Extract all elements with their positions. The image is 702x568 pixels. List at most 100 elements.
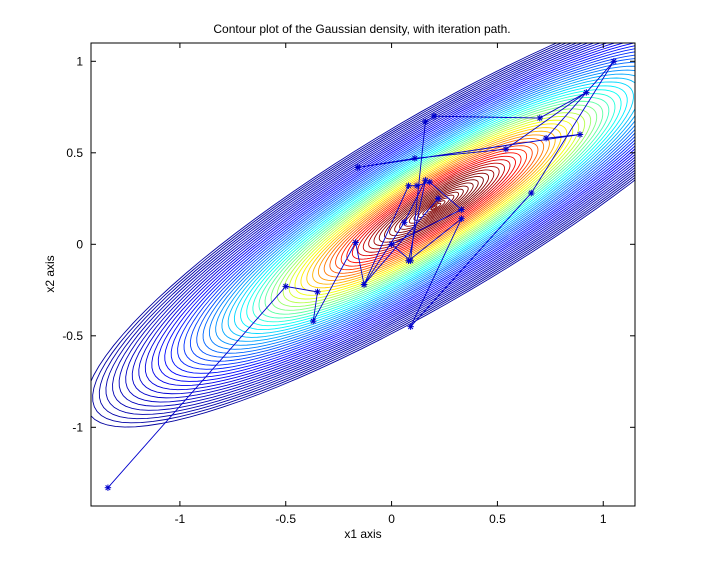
chart-title: Contour plot of the Gaussian density, wi… xyxy=(213,22,510,36)
contour-level xyxy=(276,108,592,307)
y-tick-label: 0.5 xyxy=(66,146,83,160)
contour-level xyxy=(118,43,635,407)
iteration-point xyxy=(407,323,414,330)
contour-level xyxy=(362,162,506,253)
contour-level xyxy=(378,172,490,243)
contour-level xyxy=(258,96,610,319)
iteration-point xyxy=(388,241,395,248)
iteration-point xyxy=(411,155,419,162)
contour-level xyxy=(177,48,635,370)
iteration-point xyxy=(104,484,112,491)
contour-level xyxy=(394,182,474,233)
x-axis-label: x1 axis xyxy=(344,527,381,541)
contour-level xyxy=(404,188,464,227)
contour-level xyxy=(144,43,635,391)
y-tick-label: -0.5 xyxy=(62,329,83,343)
contour-level xyxy=(340,148,528,267)
iteration-point xyxy=(282,283,289,290)
iteration-point xyxy=(405,257,412,264)
iteration-path xyxy=(104,58,618,491)
contour-level xyxy=(312,130,556,285)
axes-box xyxy=(90,42,636,507)
x-tick-label: 0 xyxy=(388,512,395,526)
contour-level xyxy=(288,115,580,300)
contour-level xyxy=(252,93,616,323)
contour-level xyxy=(300,123,568,293)
x-tick-label: 1 xyxy=(600,512,607,526)
contour-level xyxy=(92,43,635,424)
contour-lines xyxy=(91,43,635,428)
contour-level xyxy=(151,43,635,387)
contour-level xyxy=(202,61,635,354)
iteration-point xyxy=(413,182,421,189)
contour-level xyxy=(357,159,511,257)
contour-level xyxy=(264,100,604,315)
contour-level xyxy=(240,85,628,331)
iteration-point xyxy=(352,239,359,246)
contour-level xyxy=(196,58,635,358)
iteration-point xyxy=(401,219,408,226)
contour-level xyxy=(125,43,635,403)
contour-level xyxy=(227,77,635,338)
y-axis-label: x2 axis xyxy=(43,255,57,292)
contour-level xyxy=(138,43,635,395)
y-tick-label: -1 xyxy=(72,420,83,434)
contour-level xyxy=(368,166,500,250)
contour-level xyxy=(270,104,598,311)
iteration-point xyxy=(576,131,584,138)
contour-level xyxy=(112,43,635,411)
y-tick-label: 1 xyxy=(76,54,83,68)
contour-level xyxy=(164,43,635,378)
contour-level xyxy=(422,200,446,216)
contour-level xyxy=(323,138,545,278)
contour-level xyxy=(183,51,635,366)
iteration-point xyxy=(458,215,465,222)
iteration-point xyxy=(542,134,550,142)
contour-level xyxy=(373,169,495,246)
iteration-point xyxy=(422,177,429,184)
iteration-point xyxy=(422,118,429,125)
contour-level xyxy=(306,127,562,289)
contour-level xyxy=(170,45,635,374)
contour-level xyxy=(233,81,634,334)
contour-level xyxy=(346,152,522,264)
contour-level xyxy=(351,155,516,260)
contour-level xyxy=(430,205,438,211)
contour-level xyxy=(389,179,479,237)
contour-level xyxy=(294,119,574,296)
x-tick-label: 0.5 xyxy=(489,512,506,526)
iteration-point xyxy=(430,113,438,120)
contour-level xyxy=(215,69,635,346)
contour-level xyxy=(282,112,586,304)
iteration-point xyxy=(458,206,465,213)
contour-level xyxy=(98,43,635,420)
contour-level xyxy=(317,134,550,281)
iteration-point xyxy=(583,89,590,96)
contour-level xyxy=(157,43,635,382)
iteration-point xyxy=(314,288,321,296)
x-tick-label: -0.5 xyxy=(275,512,296,526)
iteration-point xyxy=(310,317,317,325)
iteration-point xyxy=(610,58,618,65)
iteration-point xyxy=(536,114,543,122)
axis-ticks: -1 -0.5 0 0.5 1 -1 -0.5 0 0.5 1 xyxy=(62,43,635,526)
contour-level xyxy=(329,141,539,274)
contour-level xyxy=(105,43,635,415)
iteration-point xyxy=(360,281,368,288)
contour-level xyxy=(246,89,622,327)
contour-level xyxy=(221,73,635,342)
iteration-point xyxy=(502,145,510,153)
iteration-point xyxy=(528,189,535,197)
contour-level xyxy=(335,145,533,271)
contour-level xyxy=(131,43,635,399)
y-tick-label: 0 xyxy=(76,237,83,251)
contour-level xyxy=(189,54,635,362)
iteration-path-line xyxy=(107,61,615,488)
iteration-point xyxy=(354,164,361,171)
iteration-point xyxy=(405,182,412,189)
contour-level xyxy=(208,65,635,350)
iteration-point xyxy=(434,195,442,202)
contour-level xyxy=(408,191,459,224)
